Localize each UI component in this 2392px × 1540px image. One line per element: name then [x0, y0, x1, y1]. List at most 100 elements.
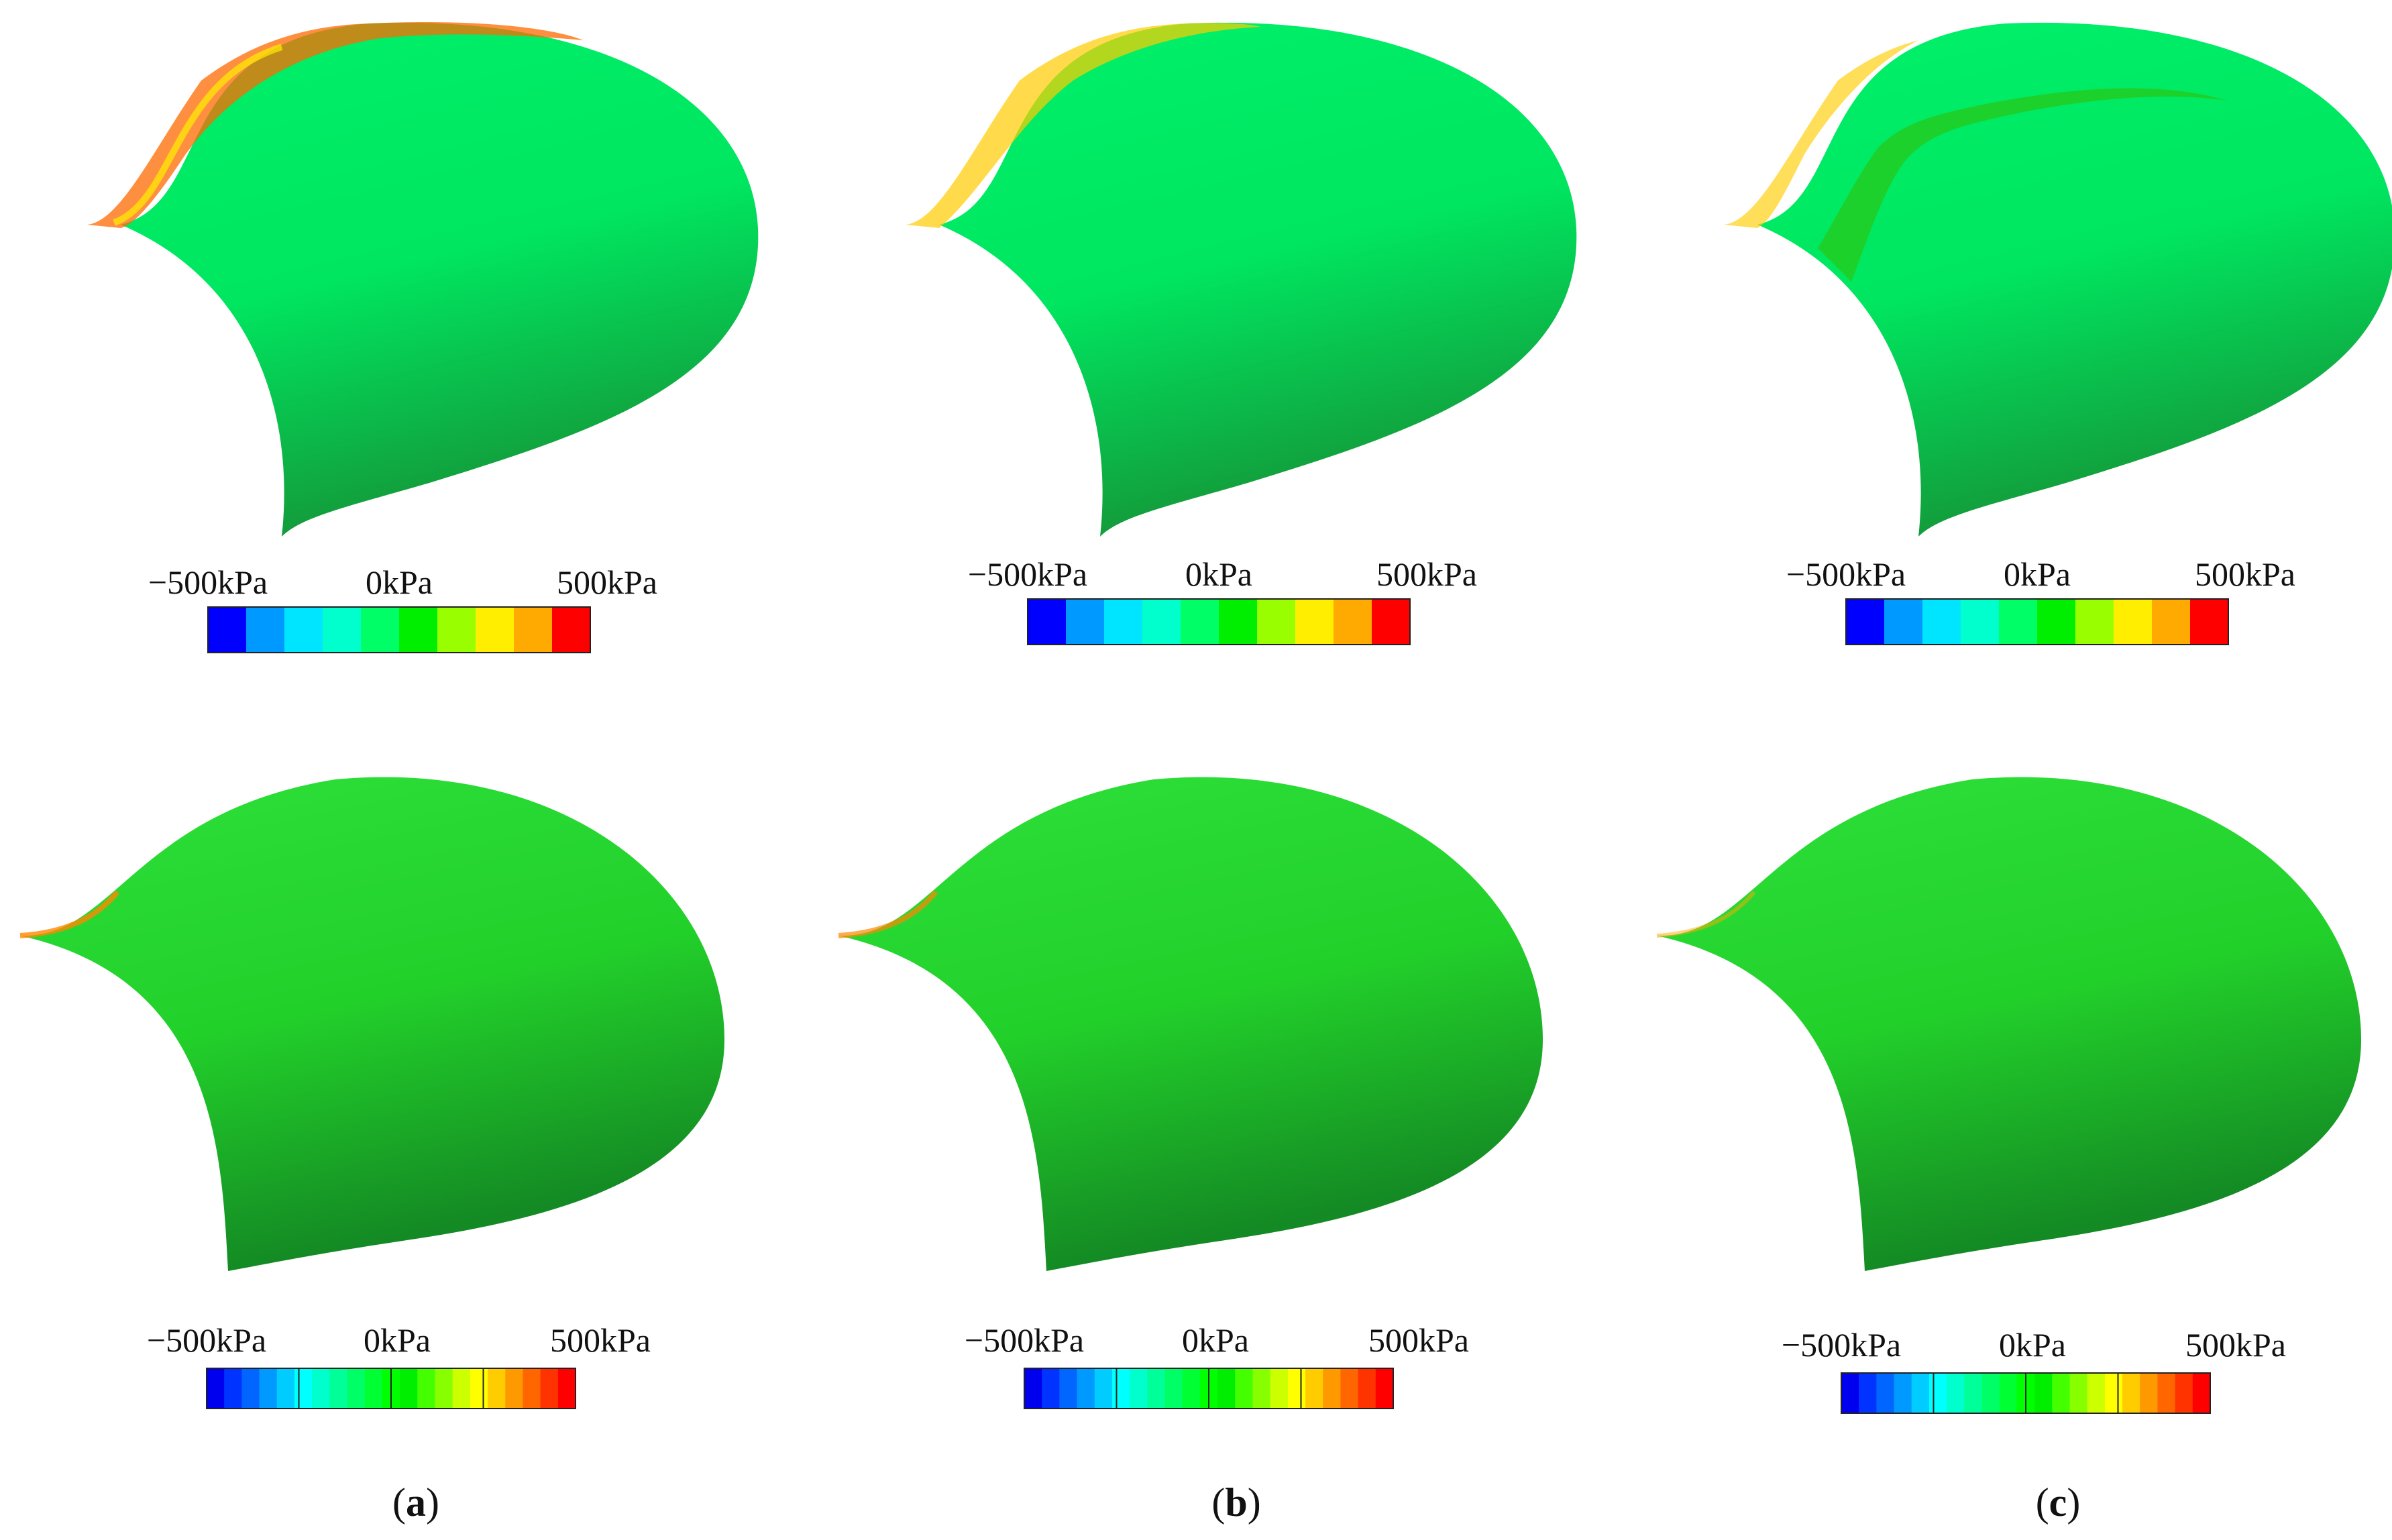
colorbar-cell	[1130, 1368, 1148, 1409]
colorbar-cell	[1358, 1368, 1376, 1409]
colorbar-min-label: −500kPa	[965, 1321, 1084, 1359]
colorbar-cell	[1111, 1368, 1130, 1409]
colorbar-max-label: 500kPa	[2185, 1326, 2286, 1364]
colorbar-cell	[1077, 1368, 1095, 1409]
colorbar-cell	[1334, 599, 1372, 645]
colorbar-cell	[2175, 1373, 2193, 1413]
colorbar-cell	[2114, 599, 2153, 645]
colorbar-cell	[347, 1368, 366, 1409]
colorbar-cell	[1024, 1368, 1042, 1409]
colorbar-min-label: −500kPa	[148, 563, 268, 601]
colorbar-cell	[1059, 1368, 1078, 1409]
colorbar-cell	[1235, 1368, 1253, 1409]
colorbar-cell	[1181, 599, 1219, 645]
colorbar-cell	[1305, 1368, 1323, 1409]
colorbar-cell	[1066, 599, 1105, 645]
colorbar-cell	[241, 1368, 260, 1409]
colorbar-max-label: 500kPa	[2195, 555, 2295, 593]
blade-surface	[939, 22, 1577, 537]
blade-surface	[1657, 777, 2361, 1271]
colorbar-min-label: −500kPa	[147, 1321, 266, 1359]
colorbar-bottom-b: −500kPa 0kPa 500kPa	[965, 1321, 1469, 1409]
svg-text:(a): (a)	[392, 1480, 439, 1525]
blade-bottom-a	[19, 777, 724, 1271]
colorbar-cell	[1104, 599, 1143, 645]
colorbar-cell	[1270, 1368, 1289, 1409]
colorbar-cell	[276, 1368, 295, 1409]
colorbar-cell	[452, 1368, 471, 1409]
blade-surface	[121, 22, 759, 537]
low-pressure-band	[1818, 88, 2227, 282]
colorbar-cell	[399, 607, 438, 653]
colorbar-cell	[2152, 599, 2191, 645]
colorbar-cell	[1911, 1373, 1930, 1413]
colorbar-cell	[1257, 599, 1296, 645]
svg-text:(b): (b)	[1211, 1480, 1260, 1525]
colorbar-cell	[523, 1368, 541, 1409]
colorbar-min-label: −500kPa	[1786, 555, 1906, 593]
colorbar-cell	[476, 607, 514, 653]
colorbar-top-b: −500kPa 0kPa 500kPa	[968, 555, 1477, 645]
blade-bottom-c	[1656, 777, 2361, 1271]
colorbar-cell	[1323, 1368, 1341, 1409]
colorbar-border	[206, 1368, 576, 1409]
colorbar-mid-label: 0kPa	[1999, 1326, 2066, 1364]
colorbar-cell	[1859, 1373, 1877, 1413]
colorbar-cell	[246, 607, 285, 653]
colorbar-cell	[1981, 1373, 2000, 1413]
colorbar-cell	[1928, 1373, 1947, 1413]
colorbar-max-label: 500kPa	[557, 563, 657, 601]
blade-top-c	[1724, 22, 2392, 537]
colorbar-cell	[1142, 599, 1181, 645]
colorbar-max-label: 500kPa	[1368, 1321, 1469, 1359]
colorbar-cell	[208, 607, 247, 653]
colorbar-cell	[1375, 1368, 1394, 1409]
colorbar-cell	[1372, 599, 1411, 645]
blade-top-b	[906, 22, 1577, 537]
colorbar-cell	[2087, 1373, 2106, 1413]
colorbar-mid-label: 0kPa	[2004, 555, 2071, 593]
colorbar-bottom-c: −500kPa 0kPa 500kPa	[1782, 1326, 2286, 1414]
colorbar-top-c: −500kPa 0kPa 500kPa	[1786, 555, 2295, 645]
colorbar-mid-label: 0kPa	[1182, 1321, 1249, 1359]
panel-label-a: (a)	[392, 1480, 439, 1525]
colorbar-cell	[417, 1368, 435, 1409]
colorbar-border	[1845, 598, 2229, 645]
colorbar-cell	[505, 1368, 523, 1409]
colorbar-cell	[2192, 1373, 2211, 1413]
colorbar-cell	[488, 1368, 506, 1409]
colorbar-cell	[1164, 1368, 1183, 1409]
blade-surface	[1757, 22, 2392, 537]
colorbar-cell	[514, 607, 553, 653]
colorbar-mid-label: 0kPa	[364, 1321, 431, 1359]
leading-edge-highlight	[87, 21, 584, 229]
colorbar-cell	[1340, 1368, 1359, 1409]
colorbar-mid-label: 0kPa	[1185, 555, 1252, 593]
colorbar-cell	[2075, 599, 2114, 645]
colorbar-cell	[1217, 1368, 1236, 1409]
colorbar-min-label: −500kPa	[968, 555, 1087, 593]
blade-top-a	[87, 21, 759, 537]
colorbar-cell	[207, 1368, 225, 1409]
colorbar-cell	[2157, 1373, 2176, 1413]
colorbar-cell	[1841, 1373, 1859, 1413]
colorbar-border	[1024, 1368, 1394, 1409]
colorbar-cell	[323, 607, 362, 653]
colorbar-cell	[312, 1368, 330, 1409]
colorbar-cell	[1094, 1368, 1113, 1409]
colorbar-cell	[1182, 1368, 1201, 1409]
colorbar-mid-label: 0kPa	[366, 563, 433, 601]
colorbar-cell	[2037, 599, 2076, 645]
colorbar-top-a: −500kPa 0kPa 500kPa	[148, 563, 657, 653]
colorbar-cell	[1964, 1373, 1983, 1413]
colorbar-bottom-a: −500kPa 0kPa 500kPa	[147, 1321, 651, 1409]
leading-edge-highlight	[906, 23, 1261, 229]
colorbar-max-label: 500kPa	[550, 1321, 651, 1359]
colorbar-cell	[1922, 599, 1961, 645]
colorbar-cell	[540, 1368, 559, 1409]
blade-bottom-b	[838, 777, 1543, 1271]
colorbar-cell	[437, 607, 476, 653]
colorbar-border	[1841, 1372, 2211, 1414]
colorbar-border	[1027, 598, 1411, 645]
